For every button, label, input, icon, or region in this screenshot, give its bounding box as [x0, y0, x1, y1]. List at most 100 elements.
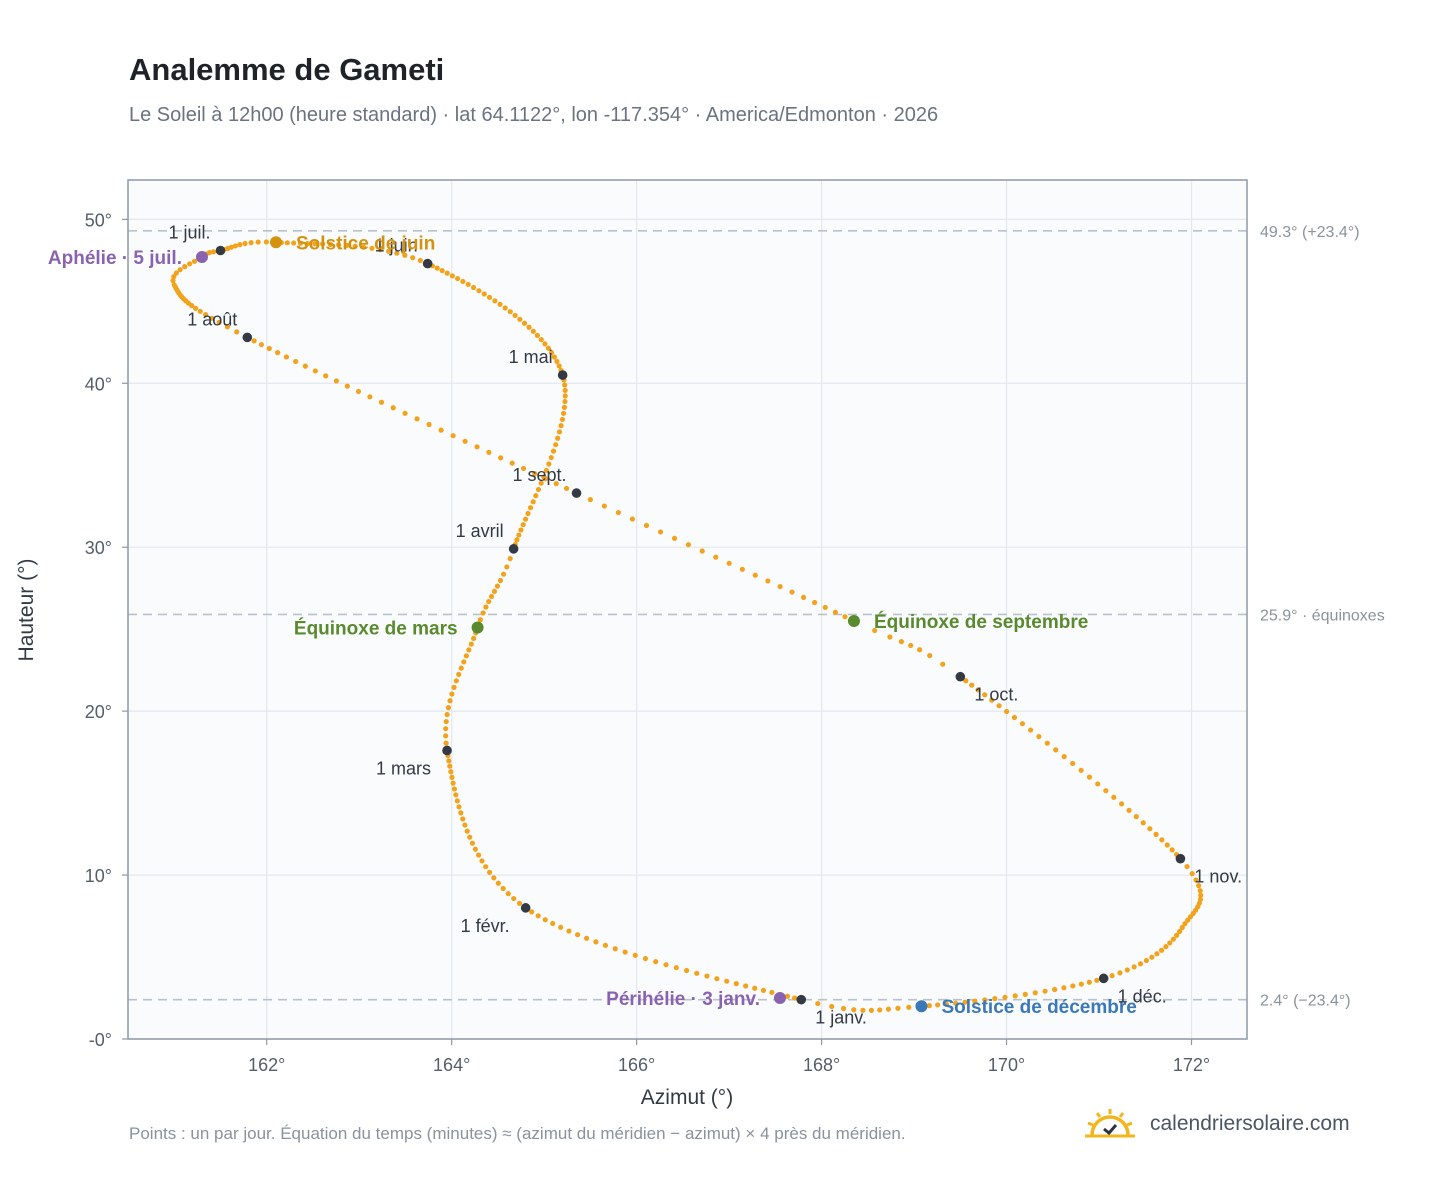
daily-point: [739, 566, 745, 572]
daily-point: [602, 942, 609, 948]
daily-point: [1004, 708, 1010, 715]
daily-point: [532, 471, 538, 477]
daily-point: [507, 309, 513, 315]
daily-point: [494, 583, 501, 589]
daily-point: [449, 273, 455, 279]
daily-point: [1111, 794, 1117, 800]
daily-point: [275, 350, 281, 356]
daily-point: [1027, 727, 1034, 733]
x-tick-label: 168°: [803, 1055, 840, 1075]
daily-point: [283, 354, 290, 360]
daily-point: [486, 294, 493, 300]
daily-point: [542, 917, 548, 923]
daily-point: [451, 786, 458, 792]
daily-point: [885, 1006, 892, 1012]
daily-point: [512, 312, 518, 319]
daily-point: [1158, 947, 1165, 953]
daily-point: [1182, 921, 1188, 927]
daily-point: [448, 769, 454, 775]
daily-point: [545, 345, 551, 351]
daily-point: [533, 493, 539, 499]
daily-point: [302, 363, 308, 369]
daily-point: [526, 324, 532, 330]
daily-point: [1086, 979, 1092, 985]
daily-point: [402, 252, 408, 258]
daily-point: [832, 609, 838, 615]
daily-point: [699, 548, 705, 554]
daily-point: [355, 388, 362, 395]
daily-point: [468, 641, 474, 647]
daily-point: [601, 503, 607, 509]
y-tick-label: 30°: [85, 538, 112, 558]
daily-point: [458, 810, 464, 816]
daily-point: [1159, 837, 1165, 843]
daily-point: [1137, 961, 1144, 967]
daily-point: [481, 291, 487, 297]
month-marker-label: 1 août: [187, 309, 237, 329]
daily-point: [562, 382, 568, 388]
daily-point: [495, 880, 501, 886]
daily-point: [426, 421, 432, 428]
daily-point: [812, 599, 818, 606]
daily-point: [216, 319, 222, 325]
daily-point: [1103, 788, 1109, 794]
daily-point: [784, 993, 791, 999]
daily-point: [765, 578, 771, 584]
daily-point: [1143, 957, 1150, 964]
daily-point: [209, 315, 215, 321]
daily-point: [1140, 820, 1146, 826]
daily-point: [615, 509, 621, 516]
daily-point: [333, 378, 339, 384]
daily-point: [505, 891, 511, 897]
daily-point: [940, 661, 946, 667]
daily-point: [498, 455, 504, 461]
brand-block[interactable]: calendriersolaire.com: [1084, 1104, 1350, 1144]
x-tick-label: 170°: [988, 1055, 1025, 1075]
daily-point: [1126, 807, 1132, 813]
sun-check-icon: [1085, 1109, 1135, 1138]
daily-point: [989, 697, 995, 703]
daily-point: [434, 265, 440, 271]
month-marker: [242, 332, 253, 343]
daily-point: [417, 257, 423, 264]
daily-point: [551, 354, 557, 360]
daily-point: [752, 572, 758, 578]
daily-point: [642, 955, 649, 962]
y-tick-label: 20°: [85, 702, 112, 722]
daily-point: [996, 703, 1002, 709]
daily-point: [1185, 917, 1191, 923]
daily-point: [360, 244, 367, 250]
daily-point: [542, 341, 548, 347]
daily-point: [556, 363, 562, 369]
daily-point: [443, 733, 449, 739]
daily-point: [500, 571, 507, 577]
daily-point: [1124, 967, 1130, 973]
month-marker: [520, 903, 531, 913]
daily-point: [173, 270, 179, 276]
daily-point: [263, 239, 269, 245]
daily-point: [446, 758, 452, 764]
daily-point: [632, 952, 638, 958]
daily-point: [752, 985, 758, 991]
daily-point: [456, 671, 462, 678]
daily-point: [629, 516, 636, 522]
daily-point: [800, 594, 807, 600]
daily-point: [191, 258, 198, 264]
daily-point: [840, 1005, 847, 1012]
daily-point: [509, 460, 515, 466]
daily-point: [312, 368, 318, 374]
daily-point: [927, 652, 933, 659]
y-tick-label: 50°: [85, 210, 112, 230]
daily-point: [187, 261, 193, 267]
month-marker: [571, 488, 582, 498]
daily-point: [1052, 986, 1058, 993]
month-marker-label: 1 janv.: [815, 1008, 867, 1028]
daily-point: [1149, 954, 1155, 960]
daily-point: [447, 763, 453, 769]
daily-point: [203, 312, 209, 318]
month-marker: [1175, 853, 1186, 864]
daily-point: [377, 247, 383, 253]
daily-point: [255, 239, 261, 245]
daily-point: [917, 647, 923, 653]
month-marker: [422, 258, 433, 269]
